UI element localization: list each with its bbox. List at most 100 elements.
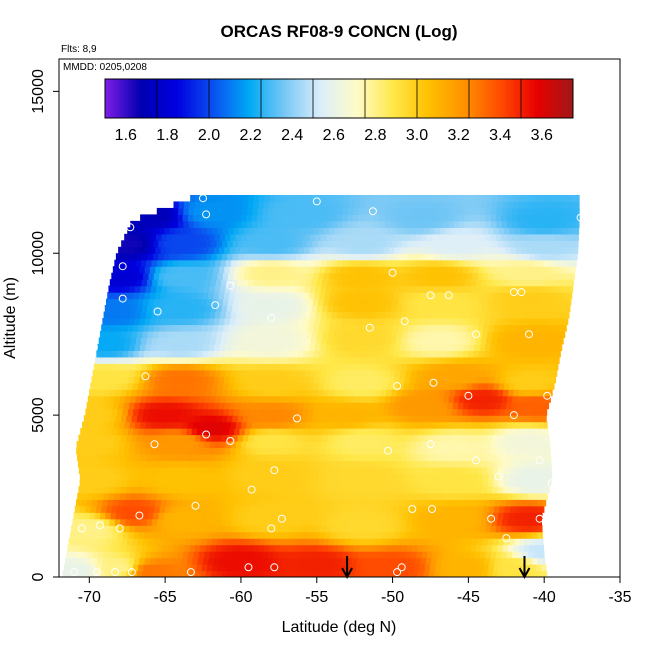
heatmap-cell [262,421,269,429]
heatmap-cell [573,227,579,235]
heatmap-cell [537,266,544,274]
heatmap-cell [92,421,99,429]
heatmap-cell [504,272,510,280]
heatmap-cell [395,220,402,228]
heatmap-cell [491,395,498,403]
heatmap-cell [406,259,413,267]
heatmap-cell [351,350,357,358]
heatmap-cell [92,369,99,377]
heatmap-cell [194,363,201,371]
heatmap-cell [307,356,314,364]
heatmap-cell [164,538,171,546]
heatmap-cell [269,460,275,468]
heatmap-cell [166,233,173,241]
heatmap-cell [514,512,520,520]
heatmap-cell [248,389,255,397]
heatmap-cell [274,544,281,552]
heatmap-cell [148,298,155,306]
heatmap-cell [527,551,534,559]
heatmap-cell [218,531,225,539]
heatmap-cell [433,337,439,345]
heatmap-cell [239,350,246,358]
heatmap-cell [424,564,431,572]
heatmap-cell [163,305,170,313]
heatmap-cell [319,292,326,300]
heatmap-cell [323,227,330,235]
heatmap-cell [349,240,356,248]
heatmap-cell [536,473,543,481]
heatmap-cell [207,428,214,436]
heatmap-cell [76,525,83,533]
heatmap-cell [450,253,457,261]
heatmap-cell [419,272,426,280]
heatmap-cell [316,363,323,371]
heatmap-cell [500,525,507,533]
heatmap-cell [285,240,292,248]
heatmap-cell [427,220,434,228]
heatmap-cell [301,253,308,261]
heatmap-cell [159,382,166,390]
heatmap-cell [413,382,420,390]
heatmap-cell [405,441,412,449]
heatmap-cell [298,266,305,274]
heatmap-cell [317,240,324,248]
heatmap-cell [154,292,161,300]
heatmap-cell [76,447,83,455]
heatmap-cell [145,233,152,241]
heatmap-cell [550,460,552,468]
heatmap-cell [480,259,487,267]
heatmap-cell [105,512,112,520]
heatmap-cell [144,350,150,358]
heatmap-cell [440,324,447,332]
heatmap-cell [262,259,269,267]
heatmap-cell [189,363,196,371]
heatmap-cell [298,402,305,410]
heatmap-cell [171,557,178,565]
heatmap-cell [514,473,521,481]
heatmap-cell [530,382,537,390]
heatmap-cell [541,538,544,546]
heatmap-cell [495,447,502,455]
heatmap-cell [404,266,411,274]
heatmap-cell [416,285,423,293]
heatmap-cell [383,402,390,410]
heatmap-cell [366,505,373,513]
heatmap-cell [394,525,401,533]
heatmap-cell [216,544,222,552]
heatmap-cell [186,408,193,416]
heatmap-cell [240,233,247,241]
heatmap-cell [195,305,201,313]
heatmap-cell [566,253,573,261]
heatmap-cell [395,421,402,429]
heatmap-cell [482,227,489,235]
heatmap-cell [409,505,415,513]
heatmap-cell [511,441,518,449]
heatmap-cell [340,292,347,300]
heatmap-cell [349,415,356,423]
heatmap-cell [512,259,519,267]
heatmap-cell [148,227,155,235]
heatmap-cell [449,434,456,442]
heatmap-cell [408,538,415,546]
heatmap-cell [523,518,530,526]
heatmap-cell [316,518,323,526]
heatmap-cell [137,512,144,520]
heatmap-cell [428,460,435,468]
heatmap-cell [264,389,271,397]
heatmap-cell [227,538,234,546]
heatmap-cell [420,318,427,326]
heatmap-cell [143,538,149,546]
heatmap-cell [300,544,307,552]
heatmap-cell [281,382,288,390]
heatmap-cell [310,369,317,377]
heatmap-cell [363,207,370,216]
heatmap-cell [405,402,411,410]
heatmap-cell [79,473,86,481]
heatmap-cell [184,415,191,423]
heatmap-cell [520,350,527,358]
heatmap-cell [534,363,541,371]
heatmap-cell [87,421,94,429]
heatmap-cell [528,337,535,345]
heatmap-cell [207,408,214,416]
heatmap-cell [266,292,273,300]
